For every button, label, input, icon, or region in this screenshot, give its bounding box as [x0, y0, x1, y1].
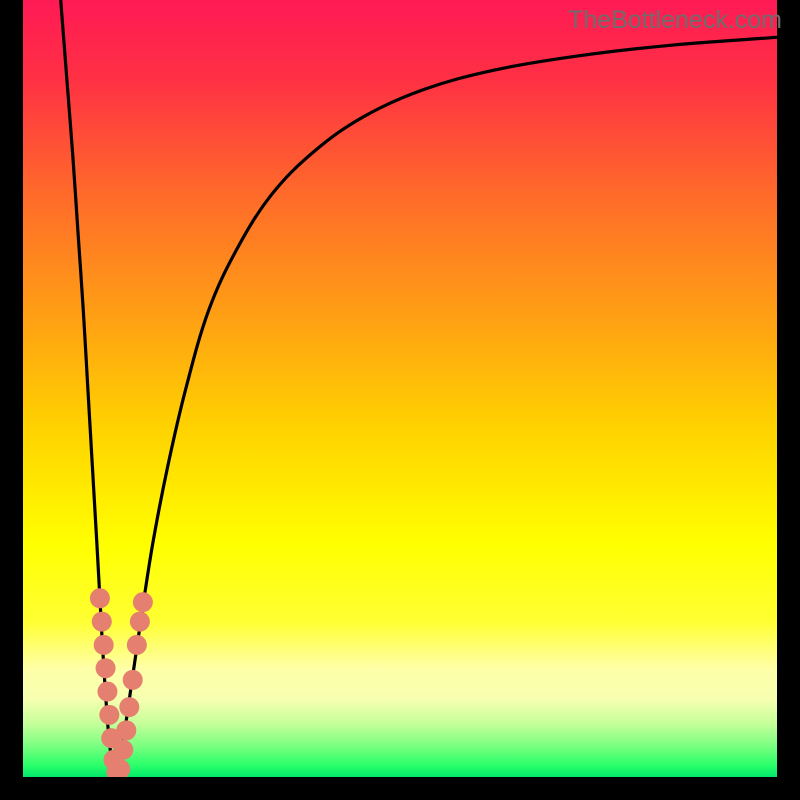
marker-point [123, 670, 143, 690]
chart-svg [0, 0, 800, 800]
watermark: TheBottleneck.com [568, 6, 782, 35]
marker-point [92, 612, 112, 632]
marker-point [97, 682, 117, 702]
marker-point [96, 658, 116, 678]
border-left [0, 0, 23, 800]
border-bottom [0, 777, 800, 800]
chart-container [0, 0, 800, 800]
marker-point [110, 759, 130, 779]
marker-point [133, 592, 153, 612]
marker-point [130, 612, 150, 632]
marker-point [90, 588, 110, 608]
marker-point [94, 635, 114, 655]
border-right [777, 0, 800, 800]
marker-point [119, 697, 139, 717]
marker-point [116, 720, 136, 740]
marker-point [127, 635, 147, 655]
marker-point [113, 740, 133, 760]
marker-point [99, 705, 119, 725]
